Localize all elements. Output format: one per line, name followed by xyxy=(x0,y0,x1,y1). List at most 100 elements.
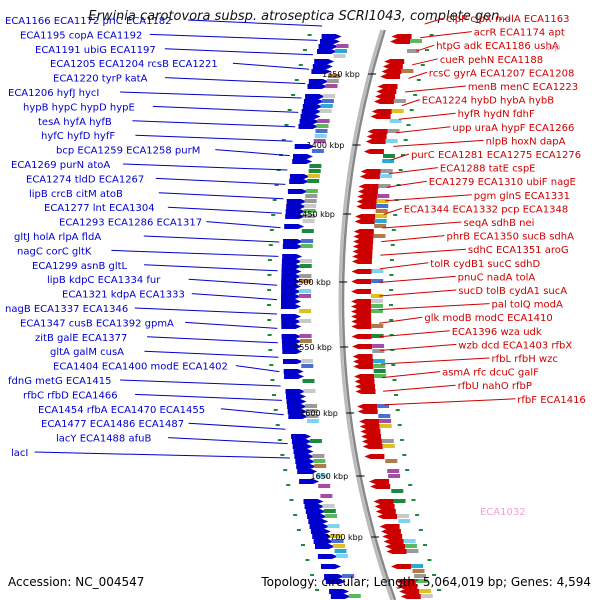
forward-gene-block xyxy=(281,304,301,309)
feature-block xyxy=(301,239,314,243)
reverse-gene-block xyxy=(352,354,373,359)
track-marker xyxy=(270,379,275,381)
forward-gene-block xyxy=(283,369,304,374)
track-marker xyxy=(397,424,402,426)
forward-gene-block xyxy=(286,204,307,209)
leader-line xyxy=(380,357,490,365)
track-marker xyxy=(437,589,442,591)
feature-block xyxy=(375,214,388,218)
forward-gene-block xyxy=(281,264,302,269)
reverse-gene-block xyxy=(376,89,397,94)
feature-block xyxy=(299,319,312,323)
feature-block xyxy=(393,499,406,503)
feature-block xyxy=(307,174,320,178)
forward-gene-block xyxy=(311,69,332,74)
track-marker xyxy=(267,334,272,336)
feature-block xyxy=(389,119,402,123)
leader-line xyxy=(188,422,286,430)
feature-block xyxy=(307,419,319,423)
reverse-gene-block xyxy=(379,524,400,529)
reverse-gene-block xyxy=(397,584,418,589)
forward-gene-block xyxy=(285,209,306,214)
track-marker xyxy=(293,514,298,516)
feature-block xyxy=(301,229,314,233)
reverse-gene-block xyxy=(357,404,378,409)
feature-block xyxy=(393,99,406,103)
feature-block xyxy=(374,374,387,378)
feature-block xyxy=(379,424,392,428)
forward-gene-block xyxy=(284,224,305,229)
tick-label: 1700 kbp xyxy=(325,533,363,542)
feature-block xyxy=(299,274,312,278)
gene-label: lipB kdpC ECA1334 fur xyxy=(47,275,161,286)
gene-label: hypB hypC hypD hypE xyxy=(23,102,135,113)
leader-line xyxy=(388,167,438,175)
leader-line xyxy=(401,99,420,107)
reverse-gene-block xyxy=(377,84,398,89)
leader-line xyxy=(206,221,281,229)
forward-gene-block xyxy=(313,539,334,544)
feature-block xyxy=(318,484,331,488)
track-marker xyxy=(423,544,427,546)
track-marker xyxy=(271,214,276,216)
gene-label: glk modB modC ECA1410 xyxy=(424,313,552,324)
feature-block xyxy=(299,309,311,313)
forward-gene-block xyxy=(295,459,316,464)
feature-block xyxy=(320,494,333,498)
reverse-gene-block xyxy=(359,419,379,424)
gene-label: pal tolQ modA xyxy=(492,300,564,311)
leader-line xyxy=(123,163,288,171)
reverse-gene-block xyxy=(356,204,377,209)
feature-block xyxy=(378,414,391,418)
track-marker xyxy=(403,139,408,141)
track-marker xyxy=(420,64,425,66)
reverse-gene-block xyxy=(391,34,412,39)
reverse-gene-block xyxy=(370,484,391,489)
feature-block xyxy=(314,134,327,138)
feature-block xyxy=(382,159,395,163)
feature-block xyxy=(411,564,423,568)
feature-block xyxy=(327,524,340,528)
feature-block xyxy=(333,544,345,548)
feature-block xyxy=(312,454,325,458)
leader-line xyxy=(191,293,278,301)
track-marker xyxy=(406,124,411,126)
reverse-gene-block xyxy=(351,289,372,294)
forward-gene-block xyxy=(310,529,331,534)
gene-label: pgm glnS ECA1331 xyxy=(474,191,570,202)
feature-block xyxy=(371,279,384,283)
feature-block xyxy=(308,169,321,173)
leader-line xyxy=(152,105,299,113)
leader-line xyxy=(144,350,279,358)
leader-line xyxy=(408,71,427,79)
track-marker xyxy=(390,349,395,351)
feature-block xyxy=(326,79,339,83)
forward-gene-block xyxy=(291,439,312,444)
feature-block xyxy=(330,534,343,538)
feature-block xyxy=(348,594,361,598)
gene-label: htpG adk ECA1186 ushA xyxy=(436,41,559,52)
gene-label: tolR cydB1 sucC sdhD xyxy=(430,259,540,270)
leader-line xyxy=(379,275,456,283)
forward-gene-block xyxy=(318,44,339,49)
reverse-gene-block xyxy=(361,439,382,444)
feature-block xyxy=(414,574,427,578)
reverse-gene-block xyxy=(352,344,373,349)
track-marker xyxy=(315,589,320,591)
feature-block xyxy=(374,224,387,228)
leader-line xyxy=(382,221,462,229)
feature-block xyxy=(303,209,316,213)
feature-block xyxy=(328,74,341,78)
reverse-gene-block xyxy=(373,499,394,504)
feature-block xyxy=(398,519,411,523)
reverse-gene-block xyxy=(377,514,398,519)
forward-gene-block xyxy=(286,399,307,404)
feature-block xyxy=(299,289,312,293)
feature-block xyxy=(311,149,324,153)
gene-label: ECA1288 tatE cspE xyxy=(440,164,536,175)
track-marker xyxy=(391,364,396,366)
reverse-gene-block xyxy=(355,384,375,389)
forward-gene-block xyxy=(287,404,308,409)
leader-line xyxy=(384,398,516,406)
reverse-gene-block xyxy=(382,64,403,69)
